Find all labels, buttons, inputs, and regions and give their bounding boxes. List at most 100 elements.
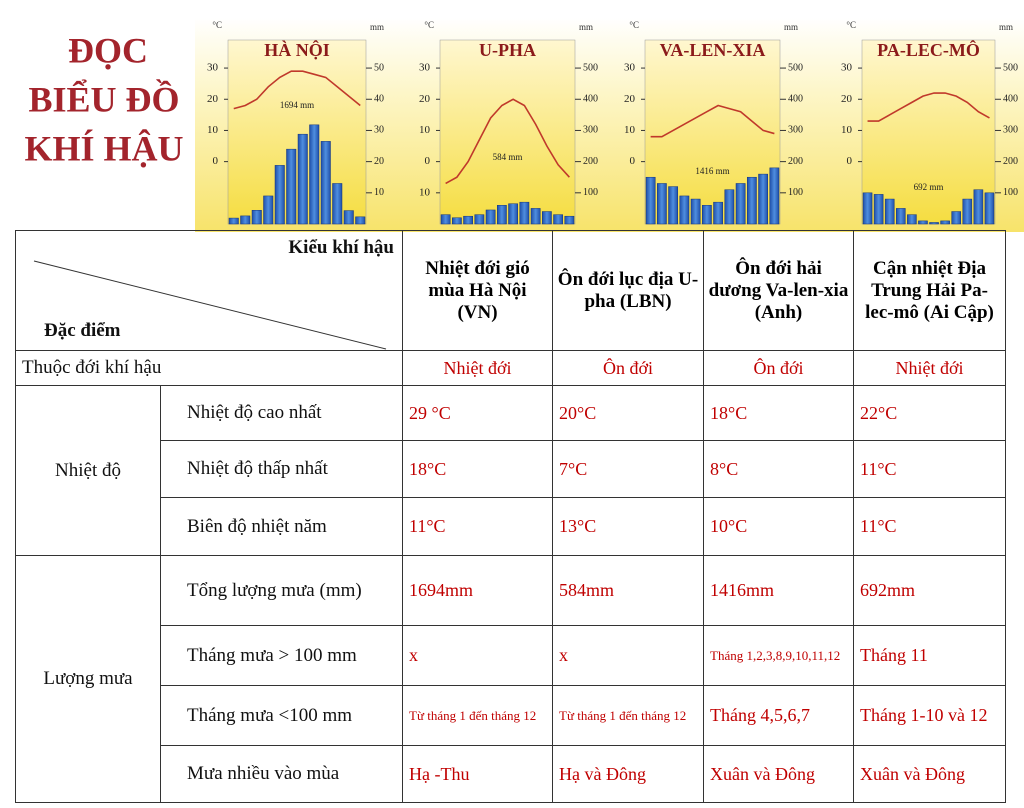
column-header: Ôn đới hải dương Va-len-xia (Anh) [703,230,854,351]
cell-value: Tháng 4,5,6,7 [703,685,854,746]
temp-unit: °C [212,20,222,30]
temp-tick-label: 10 [624,124,636,136]
total-label: 1694 mm [280,100,314,110]
rain-bar [884,198,895,225]
rain-bar [735,183,746,225]
row-label: Biên độ nhiệt năm [160,497,403,556]
rain-tick-label: 400 [583,94,598,105]
temp-tick-label: 10 [419,124,431,136]
total-label: 1416 mm [695,166,729,176]
cell-value: 10°C [703,497,854,556]
cell-value: 11°C [853,440,1006,498]
rain-bar [907,214,917,225]
temp-tick-label: 10 [207,124,219,136]
rain-bar [690,198,701,225]
rain-bar [645,176,656,225]
temp-tick-label: 0 [213,155,219,167]
row-label: Tháng mưa > 100 mm [160,625,403,686]
temperature-line [233,70,361,110]
rain-bar [940,220,950,225]
row-label: Nhiệt độ cao nhất [160,385,403,441]
cell-value: Tháng 1,2,3,8,9,10,11,12 [703,625,854,686]
rain-tick-label: 10 [374,187,384,198]
cell-value: Nhiệt đới [853,350,1006,386]
temperature-line [867,92,990,122]
rain-bar [769,167,780,225]
rain-tick-label: 30 [374,125,384,136]
chart-name: PA-LEC-MÔ [877,39,980,60]
rain-unit: mm [579,22,593,32]
table-row: Tháng mưa > 100 mm x x Tháng 1,2,3,8,9,10,1… [16,625,1006,686]
cell-value: 18°C [402,440,553,498]
cell-value: Từ tháng 1 đến tháng 12 [402,685,553,746]
rain-tick-label: 200 [788,156,803,167]
cell-value: 18°C [703,385,854,441]
cell-value: 29 °C [402,385,553,441]
chart-name: HÀ NỘI [264,39,330,60]
diagonal [33,260,387,350]
rain-bar [452,217,462,225]
title-line: ĐỌC [68,30,148,70]
temp-tick-label: 30 [624,62,636,74]
rain-tick-label: 500 [788,62,803,73]
temp-tick-label: 30 [207,62,219,74]
rain-bar [519,201,530,225]
rain-bar [553,214,563,225]
corner-top: Kiểu khí hậu [288,237,394,258]
temp-tick-label: 10 [841,124,853,136]
rain-bar [758,173,768,225]
temp-tick-label: 20 [841,93,853,105]
rain-tick-label: 300 [1003,125,1018,136]
rain-bar [713,201,723,225]
cell-value: Xuân và Đông [853,745,1006,803]
rain-bar [240,215,251,225]
cell-value: Nhiệt đới [402,350,553,386]
cell-value: Xuân và Đông [703,745,854,803]
cell-value: x [402,625,553,686]
column-header: Cận nhiệt Địa Trung Hải Pa-lec-mô (Ai Cậ… [853,230,1006,351]
rain-tick-label: 500 [583,62,598,73]
cell-value: 13°C [552,497,704,556]
rain-bar [274,165,285,225]
temp-tick-label: 0 [630,155,636,167]
temp-tick-label: 30 [841,62,853,74]
rain-bar [297,133,308,225]
cell-value: 11°C [853,497,1006,556]
rain-unit: mm [999,22,1013,32]
chart-name: U-PHA [479,40,536,60]
row-label: Tổng lượng mưa (mm) [160,555,403,626]
row-label: Tháng mưa <100 mm [160,685,403,746]
table-row: Lượng mưa Tổng lượng mưa (mm) 1694mm 584mm 1… [15,555,1006,803]
temp-tick-label: 30 [419,62,431,74]
rain-bar [332,183,343,225]
cell-value: 8°C [703,440,854,498]
total-label: 692 mm [914,182,944,192]
rain-tick-label: 300 [788,125,803,136]
rain-tick-label: 20 [374,156,384,167]
chart-name: VA-LEN-XIA [660,40,766,60]
rain-bar [440,214,451,225]
plot-area [861,39,996,225]
rain-bar [530,208,541,225]
rain-bar [918,220,928,225]
cell-value: 20°C [552,385,704,441]
rain-tick-label: 500 [1003,62,1018,73]
rain-bar [668,186,678,225]
rain-bar [657,183,667,225]
cell-value: Tháng 1-10 và 12 [853,685,1006,746]
temp-unit: °C [846,20,856,30]
plot-area [439,39,576,225]
cell-value: 584mm [552,555,704,626]
table-row: Nhiệt độ Nhiệt độ cao nhất 29 °C 20°C 18°C 22… [15,385,1006,556]
title-line: BIỂU ĐỒ [28,78,179,119]
rain-bar [896,208,906,225]
temp-unit: °C [629,20,639,30]
rain-bar [485,209,496,225]
cell-value: 7°C [552,440,704,498]
title-line: KHÍ HẬU [24,128,183,168]
row-label: Mưa nhiều vào mùa [160,745,403,803]
rain-bar [873,194,884,225]
temp-unit: °C [424,20,434,30]
table-row: Nhiệt độ thấp nhất 18°C 7°C 8°C 11°C [16,440,1006,498]
